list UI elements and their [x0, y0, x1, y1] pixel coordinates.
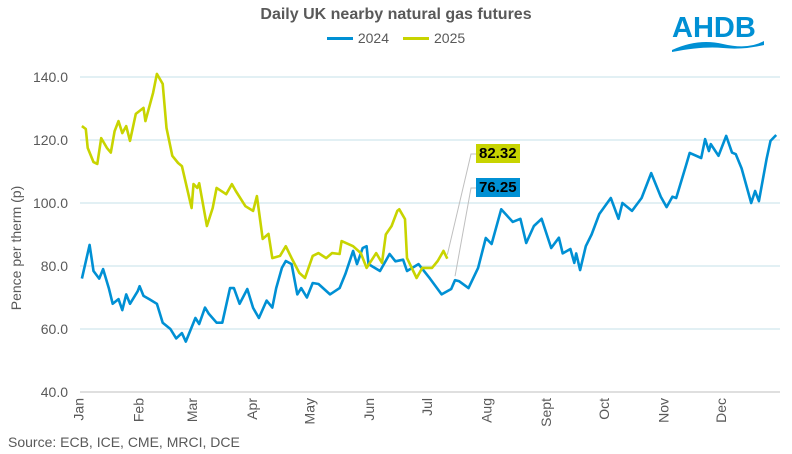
x-tick-label: Jun: [361, 398, 377, 421]
series-line-2025: [81, 72, 449, 280]
legend: 2024 2025: [0, 30, 792, 46]
y-tick-label: 120.0: [33, 132, 68, 148]
leader-line-2025: [446, 153, 476, 255]
y-tick-label: 80.0: [41, 258, 68, 274]
gridlines: [80, 76, 780, 330]
x-tick-label: Jan: [71, 398, 87, 421]
label-leader-lines: [446, 153, 476, 277]
svg-text:AHDB: AHDB: [672, 12, 756, 44]
y-tick-label: 100.0: [33, 195, 68, 211]
x-tick-label: Jul: [419, 398, 435, 416]
x-tick-label: Sept: [538, 398, 554, 427]
x-tick-label: Oct: [596, 398, 612, 420]
x-tick-label: Apr: [244, 398, 260, 420]
legend-item-2024: 2024: [326, 30, 389, 46]
legend-label-2025: 2025: [434, 30, 466, 46]
y-tick-label: 60.0: [41, 321, 68, 337]
x-tick-label: May: [301, 398, 317, 424]
y-tick-label: 140.0: [33, 69, 68, 85]
last-value-label-2024: 76.25: [476, 178, 520, 197]
leader-line-2024: [454, 187, 476, 277]
ahdb-logo: AHDB: [672, 12, 764, 52]
x-tick-label: Nov: [655, 398, 671, 423]
chart-title: Daily UK nearby natural gas futures: [260, 6, 532, 23]
source-note: Source: ECB, ICE, CME, MRCI, DCE: [8, 434, 240, 450]
last-value-label-2025: 82.32: [476, 144, 520, 163]
series-lines: [80, 72, 778, 343]
series-line-2024: [80, 134, 778, 343]
legend-item-2025: 2025: [403, 30, 465, 46]
legend-label-2024: 2024: [357, 30, 389, 46]
x-tick-label: Aug: [478, 398, 494, 423]
x-tick-label: Feb: [130, 398, 146, 422]
y-axis-label: Pence per therm (p): [8, 185, 24, 311]
x-axis-ticks: Jan Feb Mar Apr May Jun Jul Aug Sept Oct Nov Dec: [71, 391, 780, 427]
y-tick-label: 40.0: [41, 384, 68, 400]
legend-swatch-2024: [326, 36, 353, 40]
x-tick-label: Dec: [713, 398, 729, 423]
legend-swatch-2025: [403, 36, 429, 40]
y-axis-ticks: 40.0 60.0 80.0 100.0 120.0 140.0: [33, 69, 68, 400]
x-tick-label: Mar: [184, 398, 200, 422]
